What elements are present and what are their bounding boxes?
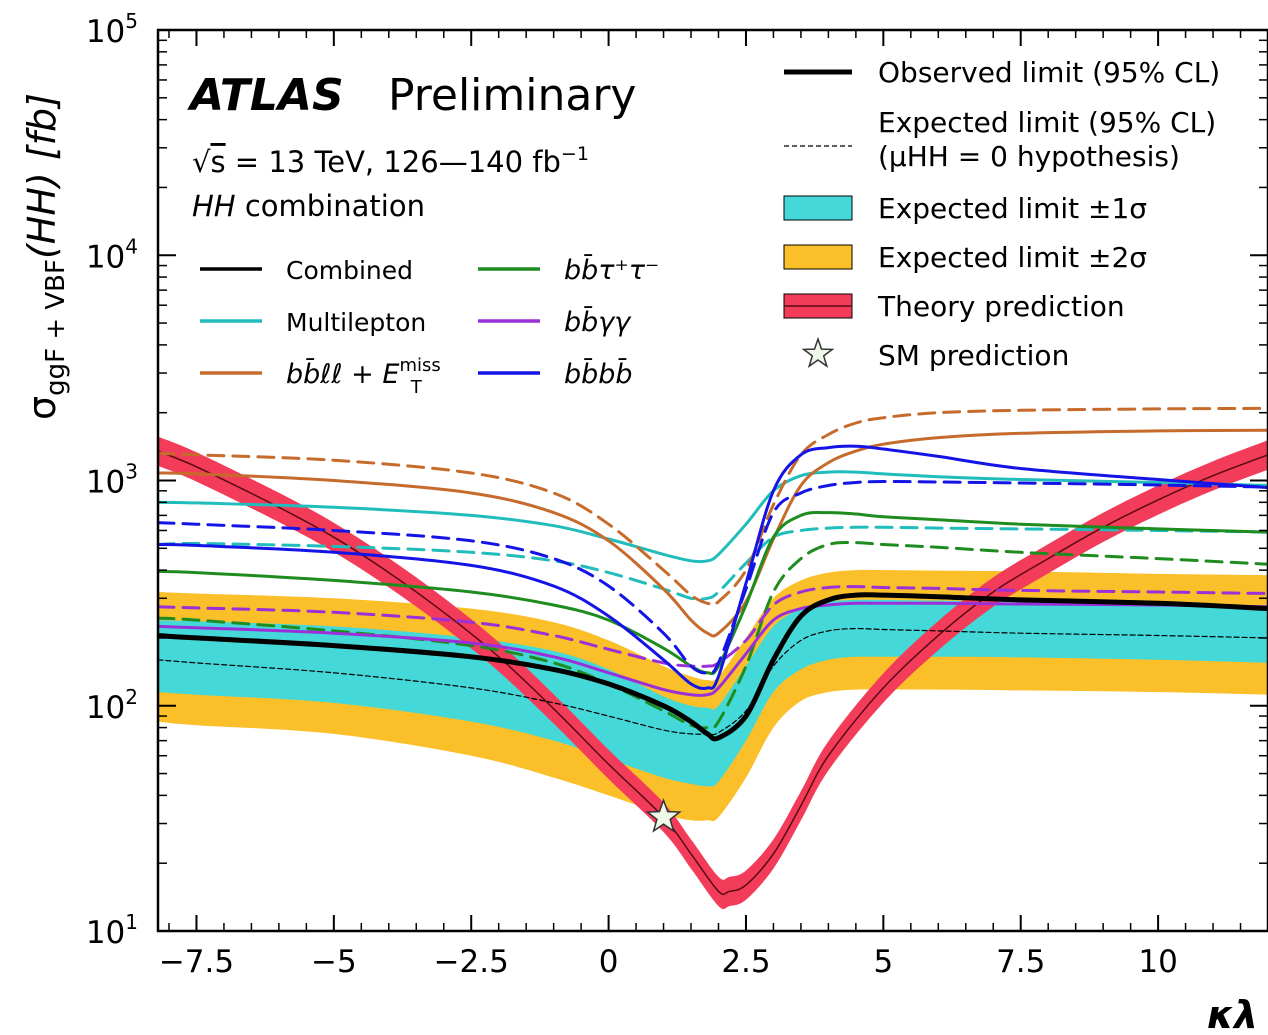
x-tick-label: 2.5 — [721, 944, 770, 980]
legend-channel-label: bb̄τ⁺τ⁻ — [564, 254, 659, 286]
legend-label-expected-hypothesis: (μHH = 0 hypothesis) — [878, 140, 1180, 173]
series-line-bbbb-solid — [158, 444, 1268, 690]
legend-channel-label: Combined — [286, 256, 413, 285]
sm-prediction-star — [645, 798, 682, 833]
legend-label-theory: Theory prediction — [877, 290, 1125, 323]
series-line-expected-limit-95-cl-hh-0-hypothesis-dash — [158, 627, 1268, 736]
legend-label-sm: SM prediction — [878, 339, 1069, 372]
x-tick-label: 0 — [599, 944, 619, 980]
y-tick-label: 103 — [86, 460, 138, 501]
series-line-multilepton-dash — [158, 525, 1268, 601]
legend: ATLAS Preliminary √s = 13 TeV, 126—140 fb−… — [187, 56, 1220, 398]
series-line-bb-dash — [158, 585, 1268, 668]
plot-area — [158, 406, 1268, 910]
legend-channel-label: bb̄γγ — [564, 306, 632, 338]
legend-label-observed: Observed limit (95% CL) — [878, 56, 1220, 89]
legend-label-2sigma: Expected limit ±2σ — [878, 241, 1147, 274]
legend-key-sm-star — [801, 336, 835, 368]
series-line-bb-solid — [158, 601, 1268, 697]
series-line-bb-e-t-miss-dash — [158, 406, 1268, 607]
analysis-label: HH combination — [192, 189, 425, 223]
x-tick-label: −7.5 — [159, 944, 234, 980]
series-line-bb-dash — [158, 540, 1268, 730]
legend-channel-label: bb̄ℓℓ + Emiss T — [286, 355, 441, 398]
legend-channel-label: Multilepton — [286, 308, 426, 337]
series-line-observed-limit-95-cl-solid — [158, 592, 1268, 742]
band-expected-1sigma — [158, 599, 1268, 787]
y-tick-label: 102 — [86, 685, 138, 726]
legend-label-expected: Expected limit (95% CL) — [878, 106, 1216, 139]
legend-key-2sigma — [783, 244, 853, 270]
series-line-multilepton-solid — [158, 470, 1268, 564]
energy-label: √s = 13 TeV, 126—140 fb−1 — [192, 143, 589, 179]
y-tick-label: 104 — [86, 234, 138, 275]
status-label: Preliminary — [388, 70, 636, 121]
y-tick-label: 105 — [86, 9, 138, 50]
axis-ticks — [158, 29, 1268, 932]
series-line-bb-e-t-miss-solid — [158, 428, 1268, 638]
line-theory-central — [158, 450, 1268, 896]
x-tick-label: −2.5 — [434, 944, 509, 980]
y-tick-label: 101 — [86, 910, 138, 951]
x-tick-label: 7.5 — [996, 944, 1045, 980]
series-line-bbbb-dash — [158, 479, 1268, 675]
x-tick-label: −5 — [311, 944, 357, 980]
x-axis-title: κλ — [1207, 993, 1258, 1035]
legend-label-1sigma: Expected limit ±1σ — [878, 192, 1147, 225]
legend-channel-label: bb̄bb̄ — [564, 358, 633, 390]
x-tick-label: 5 — [873, 944, 893, 980]
axis-labels: −7.5 −5 −2.5 0 2.5 5 7.5 10 101 102 103 104 105 κλ σgg… — [20, 9, 1258, 1035]
legend-key-1sigma — [783, 195, 853, 221]
experiment-label: ATLAS — [187, 70, 344, 121]
x-tick-label: 10 — [1138, 944, 1177, 980]
y-axis-title: σggF + VBF(HH) [fb] — [20, 93, 71, 420]
